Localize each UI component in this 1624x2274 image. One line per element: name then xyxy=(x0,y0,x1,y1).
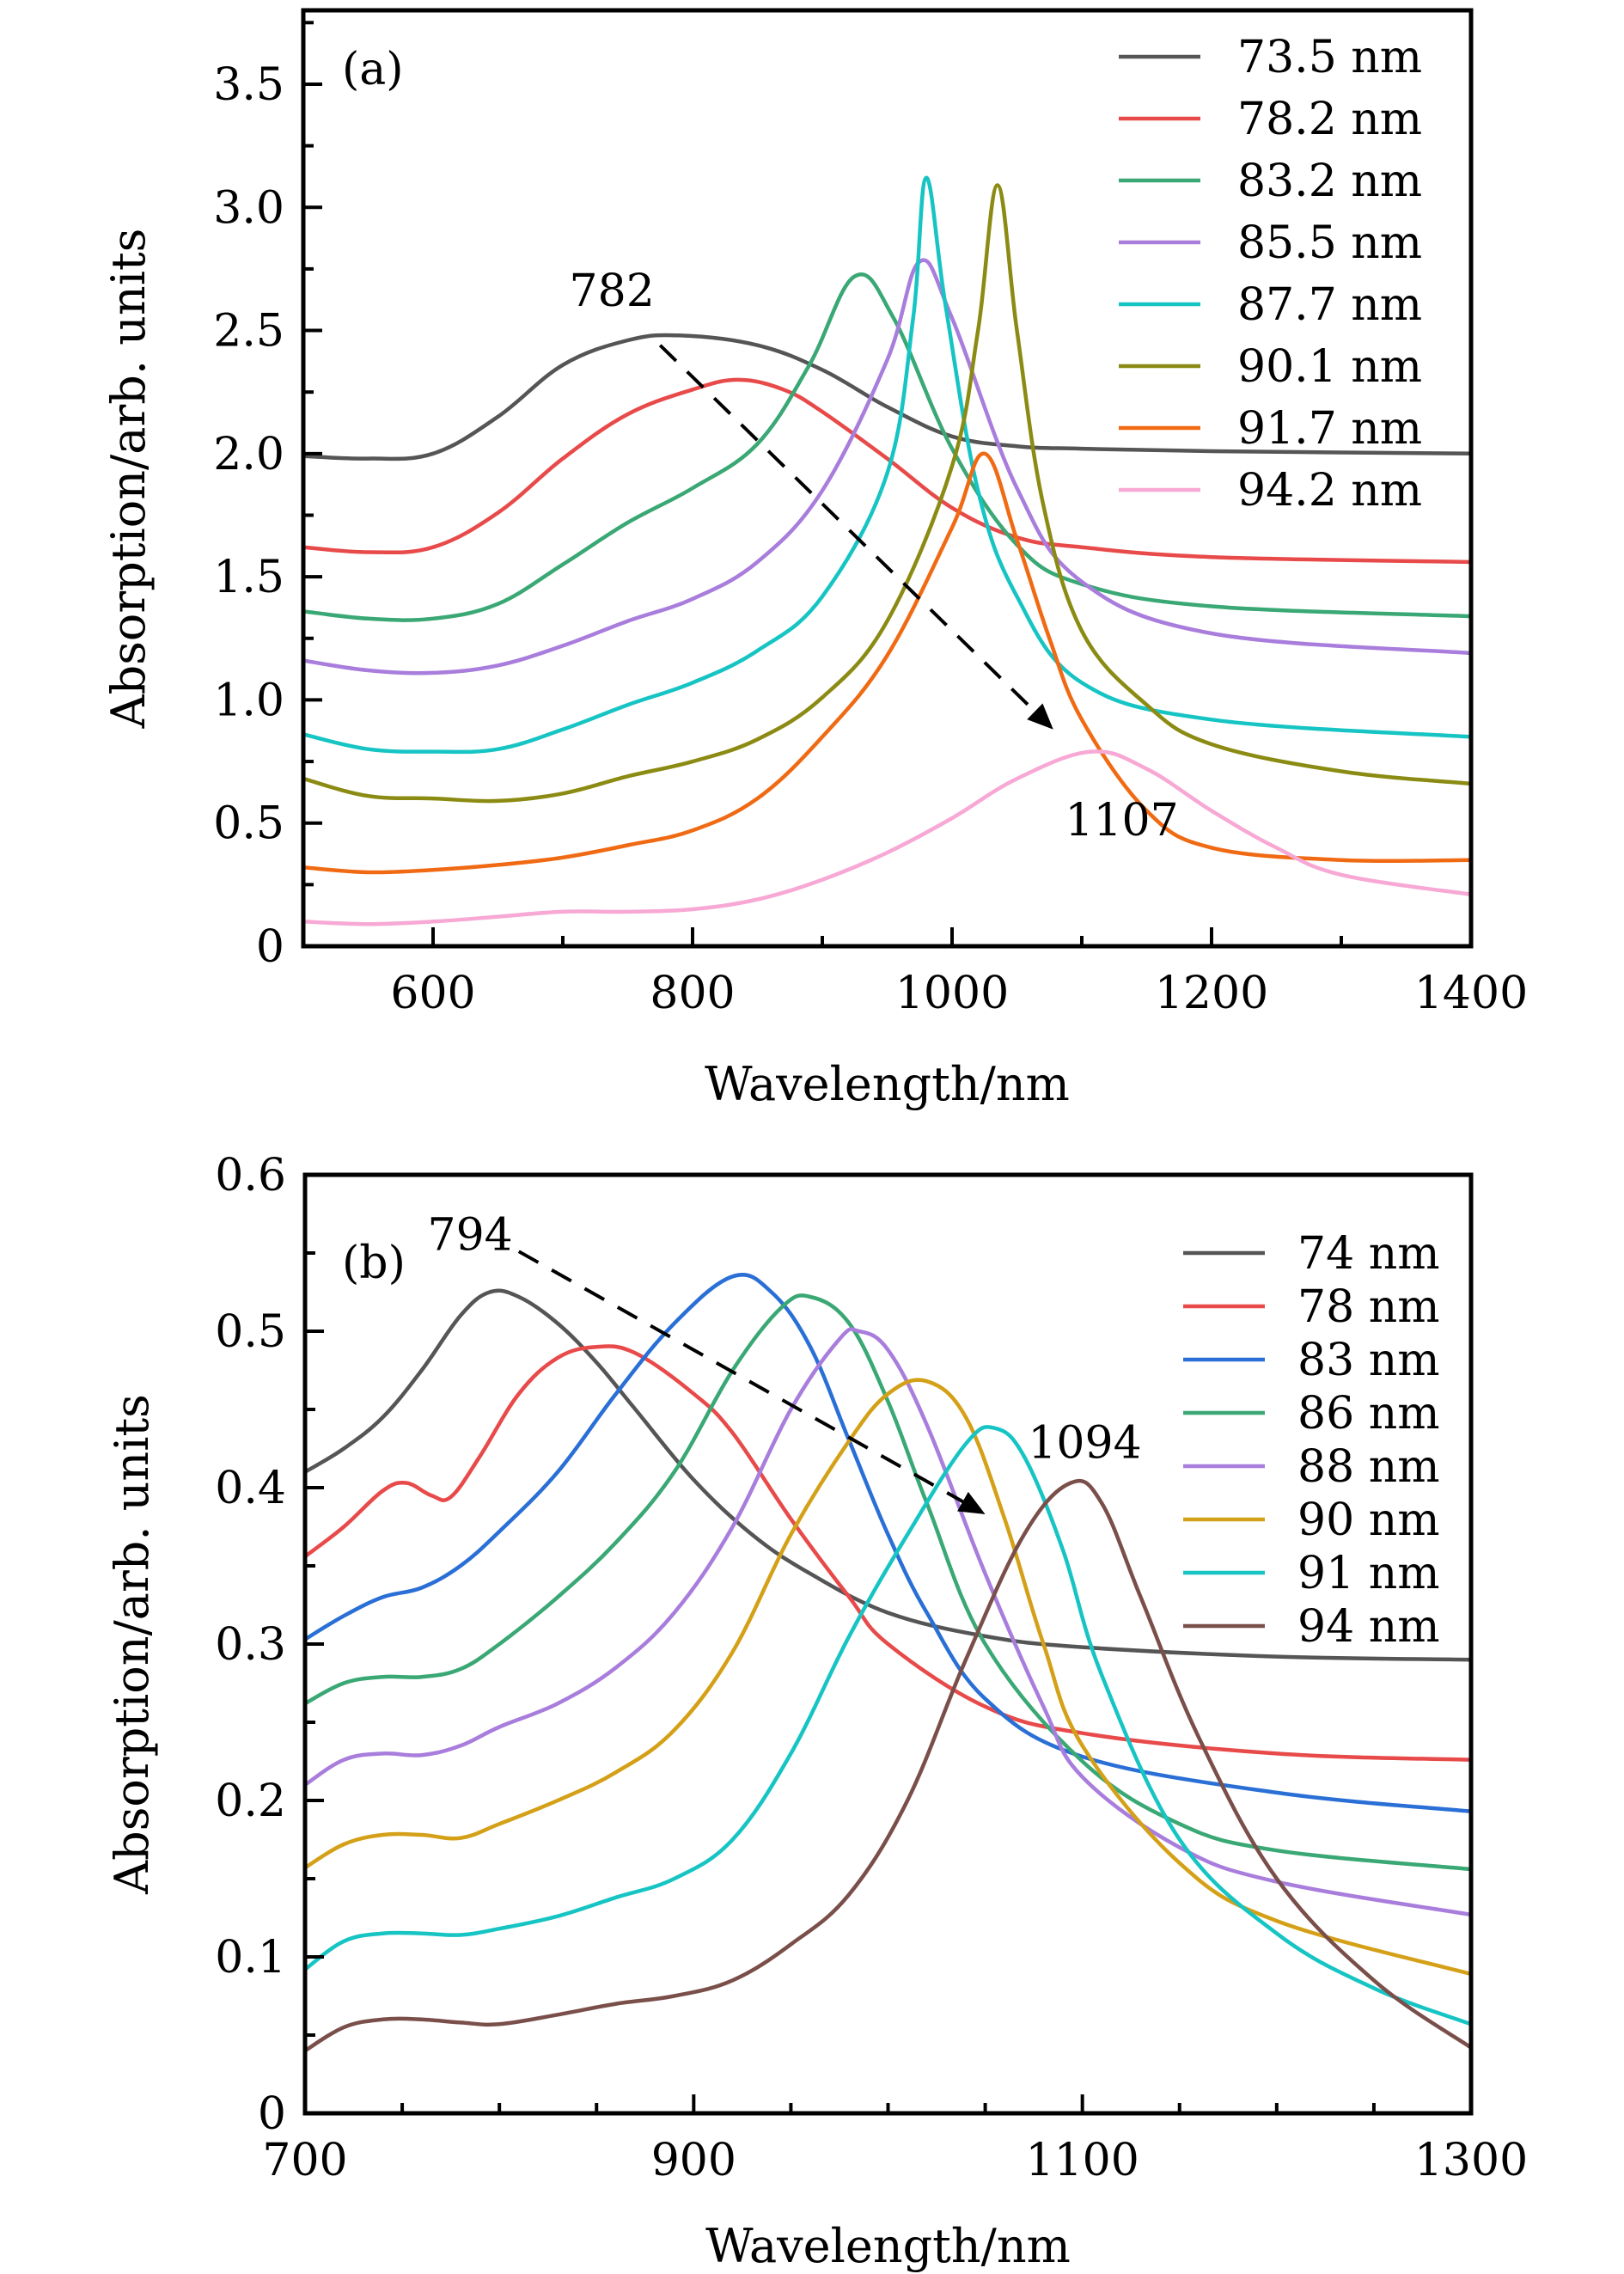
panel-b-annotations: 794 1094 xyxy=(427,1209,1142,1514)
y-tick-label: 0.3 xyxy=(215,1619,286,1671)
series-line-90-nm xyxy=(305,1378,1471,1977)
legend-label: 85.5 nm xyxy=(1237,217,1422,269)
legend-label: 86 nm xyxy=(1297,1388,1440,1440)
legend-label: 90.1 nm xyxy=(1237,341,1422,393)
y-tick-label: 3.5 xyxy=(213,59,284,111)
legend-label: 87.7 nm xyxy=(1237,279,1422,331)
series-line-91-7-nm xyxy=(303,451,1471,875)
legend-label: 78.2 nm xyxy=(1237,94,1422,145)
panel-b-y-axis-title: Absorption/arb. units xyxy=(105,1394,159,1895)
series-line-78-2-nm xyxy=(303,377,1471,565)
series-line-87-7-nm xyxy=(303,175,1471,755)
peak-annotation: 1107 xyxy=(1065,795,1178,847)
legend-label: 94.2 nm xyxy=(1237,465,1422,517)
y-tick-label: 0 xyxy=(258,2088,286,2140)
y-tick-label: 0.4 xyxy=(215,1463,286,1514)
panel-a-legend: 73.5 nm 78.2 nm 83.2 nm 85.5 nm 87.7 nm 90.1 … xyxy=(1119,32,1422,517)
series-line-88-nm xyxy=(305,1327,1471,1917)
series-line-86-nm xyxy=(305,1293,1471,1872)
y-tick-label: 2.5 xyxy=(213,306,284,358)
x-tick-label: 1400 xyxy=(1414,968,1528,1019)
panel-a-curves xyxy=(303,175,1471,926)
series-line-85-5-nm xyxy=(303,258,1471,675)
legend-label: 74 nm xyxy=(1297,1228,1440,1280)
legend-label: 73.5 nm xyxy=(1237,32,1422,83)
x-tick-label: 1200 xyxy=(1155,968,1268,1019)
legend-label: 83 nm xyxy=(1297,1335,1440,1386)
series-line-83-nm xyxy=(305,1273,1471,1813)
x-tick-label: 700 xyxy=(262,2135,347,2186)
peak-annotation: 1094 xyxy=(1028,1417,1141,1469)
series-line-94-nm xyxy=(305,1478,1471,2053)
series-line-83-2-nm xyxy=(303,272,1471,622)
y-tick-label: 1.5 xyxy=(213,552,284,603)
x-tick-label: 1100 xyxy=(1025,2135,1139,2186)
y-tick-label: 0.5 xyxy=(215,1306,286,1358)
series-line-94-2-nm xyxy=(303,749,1471,926)
legend-label: 91.7 nm xyxy=(1237,403,1422,455)
y-tick-label: 0.1 xyxy=(215,1932,286,1984)
panel-a-y-axis-title: Absorption/arb. units xyxy=(101,229,156,730)
series-line-74-nm xyxy=(305,1288,1471,1662)
series-line-78-nm xyxy=(305,1344,1471,1762)
panel-a-ticks: 600 800 1000 1200 1400 0 0.5 1.0 1.5 2.0 2.5 3.0 3.5 xyxy=(213,21,1528,1019)
x-tick-label: 800 xyxy=(650,968,735,1019)
panel-a-x-axis-title: Wavelength/nm xyxy=(705,1057,1070,1111)
legend-label: 88 nm xyxy=(1297,1441,1440,1493)
panel-a: 600 800 1000 1200 1400 0 0.5 1.0 1.5 2.0 2.5 3.0 3.5… xyxy=(101,8,1528,1111)
y-tick-label: 0.6 xyxy=(215,1150,286,1201)
trend-arrow-head xyxy=(1027,703,1053,730)
legend-label: 78 nm xyxy=(1297,1281,1440,1333)
legend-label: 90 nm xyxy=(1297,1495,1440,1546)
legend-label: 91 nm xyxy=(1297,1548,1440,1599)
panel-b-x-axis-title: Wavelength/nm xyxy=(705,2219,1071,2273)
panel-b-label: (b) xyxy=(342,1238,406,1289)
trend-arrow-line xyxy=(658,344,1036,713)
peak-annotation: 794 xyxy=(427,1209,512,1261)
y-tick-label: 0.5 xyxy=(213,798,284,850)
y-tick-label: 0 xyxy=(256,921,284,973)
trend-arrow-line xyxy=(517,1250,964,1503)
x-tick-label: 900 xyxy=(651,2135,736,2186)
x-tick-label: 1300 xyxy=(1414,2135,1528,2186)
panel-a-label: (a) xyxy=(342,44,404,95)
panel-a-annotations: 782 1107 xyxy=(570,266,1179,847)
y-tick-label: 1.0 xyxy=(213,675,284,726)
trend-arrow-head xyxy=(957,1491,986,1514)
series-line-73-5-nm xyxy=(303,333,1471,462)
peak-annotation: 782 xyxy=(570,266,655,317)
series-line-90-1-nm xyxy=(303,183,1471,804)
x-tick-label: 1000 xyxy=(895,968,1009,1019)
panel-a-frame xyxy=(301,8,1474,949)
y-tick-label: 0.2 xyxy=(215,1776,286,1827)
y-tick-label: 3.0 xyxy=(213,182,284,234)
panel-b-curves xyxy=(305,1273,1471,2053)
legend-label: 94 nm xyxy=(1297,1601,1440,1653)
panel-b-ticks: 700 900 1100 1300 0 0.1 0.2 0.3 0.4 0.5 0.6 xyxy=(215,1150,1528,2186)
series-line-91-nm xyxy=(305,1425,1471,2026)
y-tick-label: 2.0 xyxy=(213,429,284,480)
legend-label: 83.2 nm xyxy=(1237,156,1422,207)
x-tick-label: 600 xyxy=(390,968,475,1019)
